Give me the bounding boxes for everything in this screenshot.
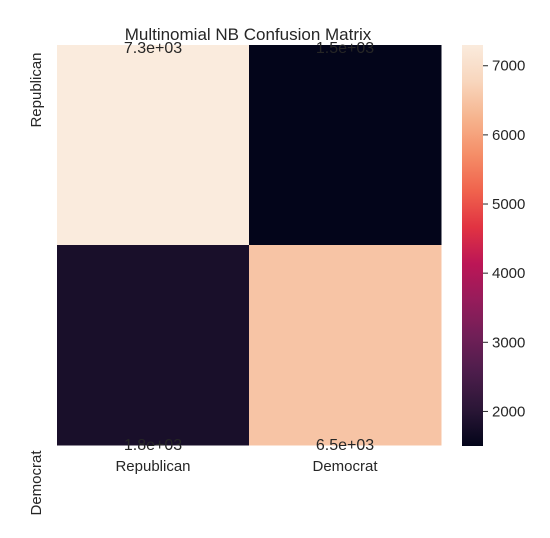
heatmap-cell [249, 45, 442, 246]
colorbar [462, 45, 483, 446]
y-tick-labels: Republican Democrat [28, 52, 45, 515]
cell-annotation: 1.8e+03 [124, 437, 182, 454]
cell-annotation: 1.5e+03 [316, 40, 374, 57]
heatmap-cell [249, 245, 442, 446]
colorbar-tick-label: 6000 [492, 127, 525, 144]
x-tick-label: Republican [115, 458, 190, 475]
colorbar-tick-label: 3000 [492, 334, 525, 351]
heatmap-cell [57, 245, 250, 446]
colorbar-tick-label: 2000 [492, 403, 525, 420]
colorbar-tick-label: 7000 [492, 58, 525, 75]
colorbar-tick-label: 5000 [492, 196, 525, 213]
cell-annotations: 7.3e+03 1.5e+03 1.8e+03 6.5e+03 [124, 40, 374, 454]
colorbar-ticks: 2000 3000 4000 5000 6000 7000 [483, 58, 525, 420]
x-tick-labels: Republican Democrat [115, 458, 378, 475]
heatmap-cell [57, 45, 250, 246]
y-tick-label: Republican [28, 52, 45, 127]
chart-title: Multinomial NB Confusion Matrix [125, 25, 372, 44]
cell-annotation: 7.3e+03 [124, 40, 182, 57]
x-tick-label: Democrat [312, 458, 378, 475]
y-tick-label: Democrat [28, 450, 45, 516]
cell-annotation: 6.5e+03 [316, 437, 374, 454]
heatmap-cells [57, 45, 442, 446]
colorbar-tick-label: 4000 [492, 265, 525, 282]
